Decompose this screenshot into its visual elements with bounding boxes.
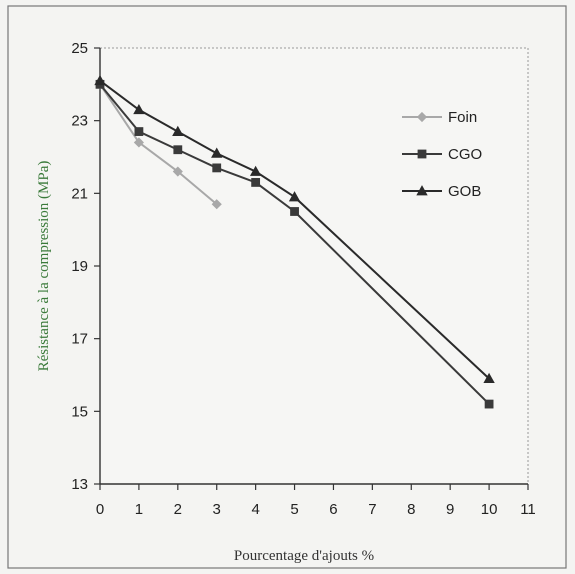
data-point-cgo	[134, 127, 144, 136]
x-tick-label: 1	[135, 501, 143, 518]
series-gob	[94, 74, 495, 384]
series-line-foin	[99, 83, 218, 205]
data-point-gob	[94, 74, 106, 86]
figure-frame	[7, 5, 567, 569]
legend-marker-gob	[416, 185, 428, 196]
data-point-gob	[288, 191, 301, 202]
plot-background	[100, 48, 528, 484]
y-axis-title: Résistance à la compression (MPa)	[36, 161, 52, 372]
x-tick-label: 5	[290, 501, 298, 518]
y-tick-label: 21	[71, 185, 88, 202]
data-point-gob	[483, 372, 495, 384]
y-tick-label: 19	[71, 258, 88, 275]
data-point-gob	[211, 147, 223, 158]
x-tick-label: 4	[251, 501, 259, 518]
data-point-cgo	[484, 399, 494, 409]
x-tick-label: 10	[481, 501, 498, 518]
legend-item-cgo: CGO	[402, 146, 482, 163]
legend-marker-foin	[416, 111, 428, 123]
data-point-gob	[172, 125, 184, 136]
x-tick-label: 8	[407, 501, 415, 518]
legend-marker-cgo	[417, 149, 427, 159]
x-axis-title: Pourcentage d'ajouts %	[234, 548, 374, 564]
x-tick-label: 0	[96, 501, 104, 518]
y-tick-label: 17	[71, 331, 88, 348]
data-point-foin	[172, 166, 183, 177]
data-point-cgo	[173, 145, 183, 155]
x-tick-label: 6	[329, 501, 337, 518]
data-point-cgo	[212, 163, 222, 173]
x-tick-label: 2	[174, 501, 182, 518]
legend-item-foin: Foin	[402, 109, 477, 126]
legend-label-gob: GOB	[448, 183, 481, 200]
legend: Foin CGO GOB	[402, 109, 482, 200]
series-layer	[94, 74, 495, 409]
x-tick-label: 7	[368, 501, 376, 518]
y-tick-label: 13	[71, 476, 88, 493]
y-tick-label: 25	[71, 40, 88, 57]
legend-label-cgo: CGO	[448, 146, 482, 163]
x-tick-label: 11	[520, 501, 536, 518]
legend-label-foin: Foin	[448, 109, 477, 126]
data-point-foin	[211, 199, 222, 210]
legend-item-gob: GOB	[402, 183, 481, 200]
plot-area	[100, 47, 529, 484]
data-point-foin	[133, 137, 144, 148]
data-point-cgo	[251, 178, 261, 187]
x-tick-label: 3	[213, 501, 221, 518]
data-point-gob	[133, 103, 145, 115]
x-tick-label: 9	[446, 501, 454, 518]
data-point-cgo	[290, 207, 299, 216]
y-tick-label: 15	[71, 403, 88, 420]
y-tick-label: 23	[71, 113, 88, 130]
data-point-gob	[249, 165, 262, 176]
